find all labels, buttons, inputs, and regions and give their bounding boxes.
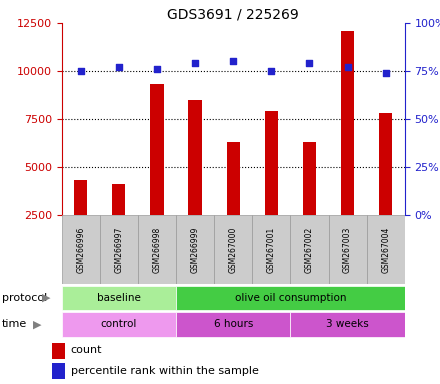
Point bbox=[154, 66, 161, 72]
Text: GSM267004: GSM267004 bbox=[381, 227, 390, 273]
Point bbox=[382, 70, 389, 76]
Bar bbox=[138, 215, 176, 284]
Bar bbox=[214, 215, 252, 284]
Text: ▶: ▶ bbox=[33, 319, 41, 329]
Text: GSM267002: GSM267002 bbox=[305, 227, 314, 273]
Text: GSM267003: GSM267003 bbox=[343, 227, 352, 273]
Text: 6 hours: 6 hours bbox=[213, 319, 253, 329]
Text: GSM266997: GSM266997 bbox=[114, 227, 123, 273]
Bar bbox=[74, 180, 88, 215]
Text: ▶: ▶ bbox=[42, 293, 50, 303]
Bar bbox=[112, 184, 125, 215]
Text: baseline: baseline bbox=[97, 293, 141, 303]
Bar bbox=[176, 313, 290, 336]
Bar bbox=[52, 363, 65, 379]
Title: GDS3691 / 225269: GDS3691 / 225269 bbox=[167, 8, 299, 22]
Point bbox=[230, 58, 237, 65]
Point bbox=[191, 60, 198, 66]
Bar bbox=[52, 343, 65, 359]
Bar bbox=[150, 84, 164, 215]
Text: GSM267001: GSM267001 bbox=[267, 227, 276, 273]
Bar bbox=[303, 142, 316, 215]
Text: GSM267000: GSM267000 bbox=[229, 227, 238, 273]
Text: protocol: protocol bbox=[2, 293, 48, 303]
Bar bbox=[290, 215, 329, 284]
Text: count: count bbox=[71, 345, 103, 355]
Point bbox=[115, 64, 122, 70]
Point bbox=[77, 68, 84, 74]
Bar bbox=[62, 286, 176, 310]
Point bbox=[268, 68, 275, 74]
Text: GSM266996: GSM266996 bbox=[76, 227, 85, 273]
Text: GSM266999: GSM266999 bbox=[191, 227, 200, 273]
Bar bbox=[227, 142, 240, 215]
Bar bbox=[176, 215, 214, 284]
Bar bbox=[252, 215, 290, 284]
Text: control: control bbox=[101, 319, 137, 329]
Text: GSM266998: GSM266998 bbox=[152, 227, 161, 273]
Bar bbox=[188, 100, 202, 215]
Bar bbox=[62, 313, 176, 336]
Bar bbox=[367, 215, 405, 284]
Bar bbox=[265, 111, 278, 215]
Bar bbox=[100, 215, 138, 284]
Bar bbox=[62, 215, 100, 284]
Bar bbox=[329, 215, 367, 284]
Text: time: time bbox=[2, 319, 27, 329]
Text: percentile rank within the sample: percentile rank within the sample bbox=[71, 366, 259, 376]
Text: 3 weeks: 3 weeks bbox=[326, 319, 369, 329]
Bar bbox=[379, 113, 392, 215]
Text: olive oil consumption: olive oil consumption bbox=[235, 293, 346, 303]
Point bbox=[306, 60, 313, 66]
Bar bbox=[176, 286, 405, 310]
Bar bbox=[290, 313, 405, 336]
Point bbox=[344, 64, 351, 70]
Bar bbox=[341, 31, 354, 215]
